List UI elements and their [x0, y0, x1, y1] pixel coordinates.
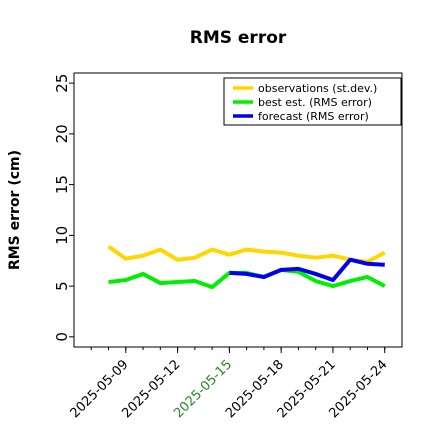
series-layer: [107, 244, 386, 290]
y-tick-label: 10: [53, 226, 71, 245]
y-tick-label: 25: [53, 74, 71, 93]
plot-frame: [73, 72, 403, 348]
legend-label-1: observations (st.dev.): [258, 82, 377, 95]
series-line-1: [107, 244, 386, 264]
y-tick-label: 0: [53, 332, 71, 342]
y-tick-label: 15: [53, 175, 71, 194]
y-tick-label: 5: [53, 281, 71, 291]
legend-label-3: forecast (RMS error): [258, 110, 369, 123]
legend-box: [223, 77, 402, 126]
chart-title: RMS error: [190, 28, 287, 48]
legend-label-2: best est. (RMS error): [258, 96, 372, 109]
y-tick-label: 20: [53, 124, 71, 143]
legend: observations (st.dev.)best est. (RMS err…: [223, 77, 402, 126]
y-axis-label: RMS error (cm): [7, 150, 23, 270]
series-line-3: [229, 257, 385, 283]
